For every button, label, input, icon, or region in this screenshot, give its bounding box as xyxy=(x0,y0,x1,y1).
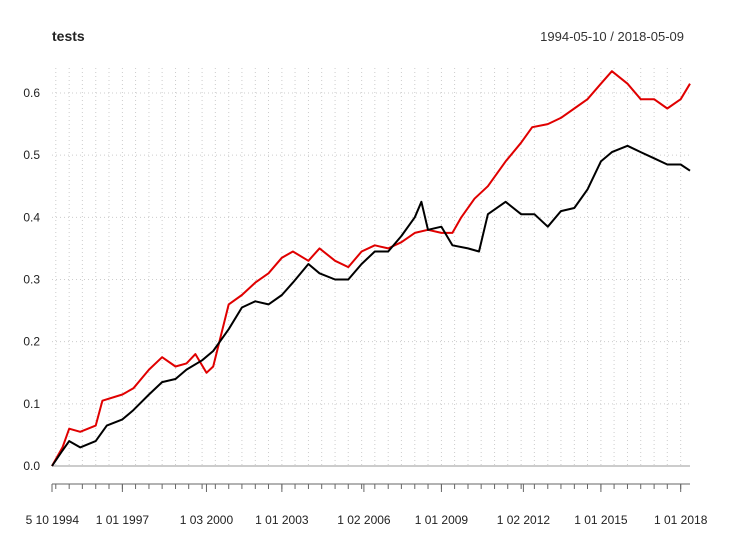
y-tick-label: 0.3 xyxy=(23,273,40,287)
x-tick-label: 1 01 2009 xyxy=(415,513,469,527)
chart-date-range: 1994-05-10 / 2018-05-09 xyxy=(540,29,684,44)
x-tick-label: 5 10 1994 xyxy=(26,513,80,527)
x-tick-label: 1 01 2018 xyxy=(654,513,708,527)
y-tick-label: 0.2 xyxy=(23,335,40,349)
series-line-2 xyxy=(51,144,691,467)
x-tick-label: 1 03 2000 xyxy=(180,513,234,527)
y-tick-label: 0.5 xyxy=(23,148,40,162)
grid-lines xyxy=(52,68,690,467)
x-tick-label: 1 02 2006 xyxy=(337,513,391,527)
axes: 0.0 0.1 0.2 0.3 0.4 0.5 0.6 5 10 1994 1 01 1997 1… xyxy=(23,86,707,527)
y-tick-label: 0.0 xyxy=(23,459,40,473)
x-tick-label: 1 01 2015 xyxy=(574,513,628,527)
x-tick-label: 1 01 1997 xyxy=(96,513,150,527)
x-tick-label: 1 01 2003 xyxy=(255,513,309,527)
y-tick-label: 0.4 xyxy=(23,210,40,224)
series-line-1 xyxy=(51,70,691,467)
chart-title: tests xyxy=(52,28,85,44)
x-tick-label: 1 02 2012 xyxy=(497,513,551,527)
y-tick-label: 0.1 xyxy=(23,397,40,411)
y-tick-label: 0.6 xyxy=(23,86,40,100)
series-group xyxy=(51,70,691,467)
